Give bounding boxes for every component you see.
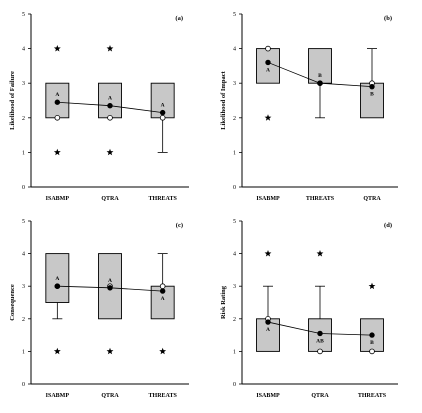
y-tick-label: 3 [233, 284, 236, 290]
chart-panel-3: 0 1 2 3 4 5 Risk Rating (d) A AB B ISABMP QTRA THREAT… [220, 219, 398, 399]
x-tick-label: ISABMP [256, 393, 280, 399]
chart-panel-0: 0 1 2 3 4 5 Likelihood of Failure (a) A A A ISABMP Q… [9, 12, 189, 202]
x-tick-label: ISABMP [46, 196, 70, 202]
x-tick-label: ISABMP [46, 393, 70, 399]
y-tick-label: 0 [233, 185, 236, 191]
box-isabmp [45, 253, 70, 303]
y-tick-label: 2 [233, 317, 236, 323]
group-letter: A [161, 103, 165, 109]
y-tick-label: 1 [22, 349, 25, 355]
outlier-star [264, 250, 272, 257]
panel-label: (c) [176, 222, 183, 229]
y-tick-label: 3 [233, 81, 236, 87]
y-tick-label: 0 [22, 382, 25, 388]
mean-marker [369, 332, 375, 338]
x-tick-label: QTRA [101, 393, 119, 399]
x-tick-label: THREATS [149, 393, 178, 399]
group-letter: A [108, 96, 112, 102]
outlier-star [159, 347, 167, 355]
y-tick-label: 0 [233, 382, 236, 388]
y-tick-label: 3 [22, 284, 25, 290]
median-marker [369, 348, 375, 355]
group-letter: AB [316, 338, 324, 344]
y-axis-title: Likelihood of Impact [220, 70, 227, 129]
mean-marker [54, 283, 61, 289]
y-tick-label: 5 [22, 219, 25, 225]
outlier-star [106, 347, 114, 355]
x-tick-label: THREATS [358, 393, 387, 399]
y-tick-label: 5 [233, 12, 236, 18]
outlier-star [106, 148, 114, 156]
group-letter: B [318, 73, 322, 79]
outlier-star [106, 45, 114, 52]
outlier-star [53, 45, 61, 52]
group-letter: A [266, 67, 270, 73]
mean-marker [159, 288, 166, 294]
x-tick-label: QTRA [363, 196, 381, 202]
x-tick-label: QTRA [311, 393, 329, 399]
group-letter: A [161, 296, 165, 302]
y-axis-title: Risk Rating [220, 285, 227, 319]
panel-label: (a) [175, 15, 183, 22]
y-axis-title: Likelihood of Failure [9, 71, 16, 130]
group-letter: A [55, 92, 59, 98]
outlier-star [53, 148, 61, 156]
mean-marker [265, 59, 271, 66]
group-letter: A [55, 276, 59, 282]
outlier-star [368, 282, 376, 290]
mean-marker [265, 319, 271, 325]
outlier-star [264, 114, 272, 121]
y-tick-label: 1 [22, 150, 25, 156]
median-marker [54, 115, 61, 121]
chart-panel-1: 0 1 2 3 4 5 Likelihood of Impact (b) A B B ISABMP TH… [220, 12, 398, 202]
y-tick-label: 4 [233, 47, 236, 53]
mean-marker [107, 285, 113, 291]
panel-label: (b) [384, 15, 392, 22]
y-tick-label: 4 [233, 252, 236, 258]
y-tick-label: 4 [22, 47, 25, 53]
y-axis-title: Consequence [9, 284, 16, 321]
y-tick-label: 5 [233, 219, 236, 225]
y-tick-label: 1 [233, 349, 236, 355]
y-tick-label: 3 [22, 81, 25, 87]
median-marker [159, 283, 166, 290]
median-marker [159, 115, 166, 121]
mean-marker [317, 80, 323, 86]
y-tick-label: 2 [22, 317, 25, 323]
group-letter: A [266, 327, 270, 333]
x-tick-label: QTRA [101, 196, 119, 202]
mean-marker [159, 109, 166, 116]
y-tick-label: 2 [233, 116, 236, 122]
y-tick-label: 2 [22, 116, 25, 122]
group-letter: B [370, 92, 374, 98]
mean-marker [317, 330, 323, 337]
group-letter: A [108, 278, 112, 284]
x-tick-label: THREATS [306, 196, 335, 202]
chart-panel-2: 0 1 2 3 4 5 Consequence (c) A A A ISABMP QTRA THREATS [9, 219, 189, 399]
x-tick-label: THREATS [149, 196, 178, 202]
median-marker [265, 45, 271, 52]
x-tick-label: ISABMP [256, 196, 280, 202]
mean-marker [54, 99, 61, 105]
mean-marker [369, 83, 375, 90]
panel-label: (d) [384, 222, 392, 229]
outlier-star [53, 347, 61, 355]
median-marker [317, 348, 323, 355]
y-tick-label: 5 [22, 12, 25, 18]
group-letter: B [370, 340, 374, 346]
y-tick-label: 4 [22, 252, 25, 258]
mean-marker [107, 102, 113, 109]
median-marker [107, 115, 113, 121]
outlier-star [316, 250, 324, 257]
y-tick-label: 0 [22, 185, 25, 191]
y-tick-label: 1 [233, 150, 236, 156]
